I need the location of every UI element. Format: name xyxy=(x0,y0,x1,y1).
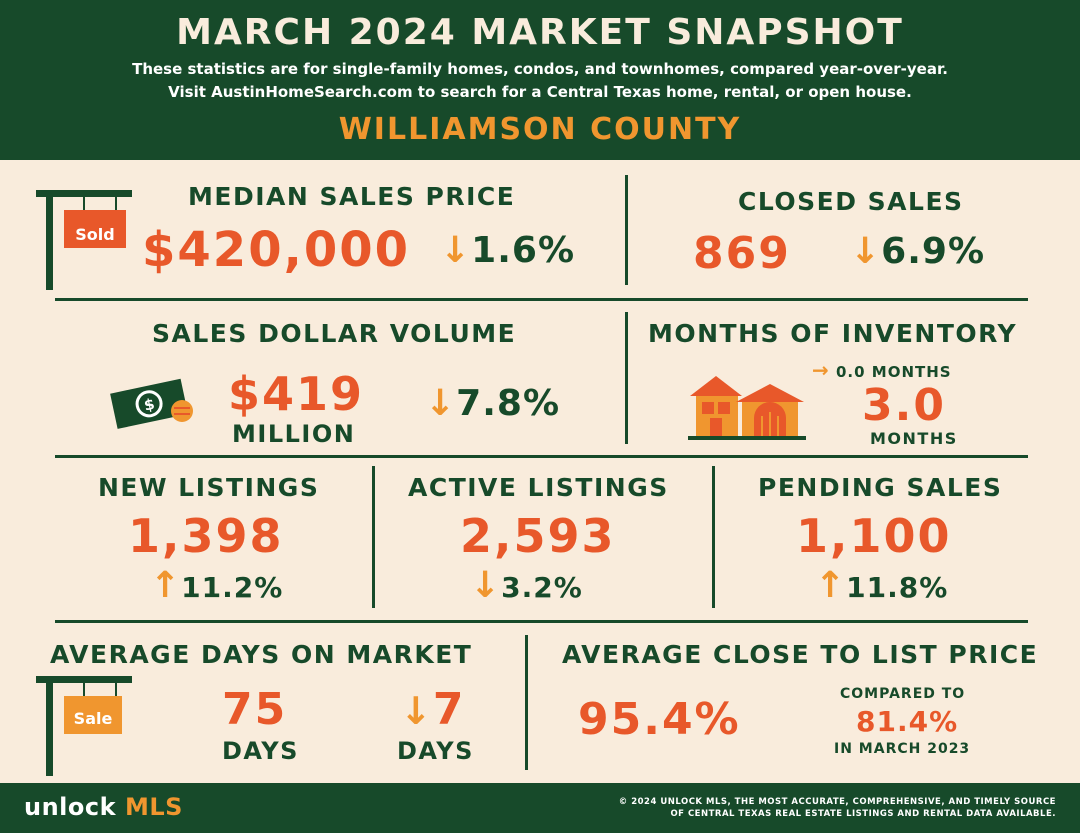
divider-col-inventory xyxy=(625,312,628,444)
median-sales-price-change-value: 1.6% xyxy=(471,230,576,271)
average-days-on-market-change-value: 7 xyxy=(432,684,465,735)
median-sales-price-value: $420,000 xyxy=(142,222,411,278)
median-sales-price-label: MEDIAN SALES PRICE xyxy=(188,182,516,211)
months-of-inventory-change: → 0.0 MONTHS xyxy=(812,358,952,382)
compared-to-label: COMPARED TO xyxy=(840,686,966,702)
closed-sales-change-value: 6.9% xyxy=(881,231,986,272)
closed-sales-label: CLOSED SALES xyxy=(738,187,964,216)
divider-row-3 xyxy=(55,620,1028,623)
subtitle-line-2: Visit AustinHomeSearch.com to search for… xyxy=(168,83,912,101)
compared-period-label: IN MARCH 2023 xyxy=(834,741,971,757)
months-of-inventory-unit: MONTHS xyxy=(870,429,958,448)
active-listings-label: ACTIVE LISTINGS xyxy=(408,473,669,502)
sales-dollar-volume-value: $419 xyxy=(228,367,365,421)
average-days-on-market-value: 75 xyxy=(222,684,288,735)
county-name: WILLIAMSON COUNTY xyxy=(338,112,742,147)
active-listings-value: 2,593 xyxy=(460,509,616,563)
header-banner: MARCH 2024 MARKET SNAPSHOT These statist… xyxy=(0,0,1080,160)
divider-col-new-active xyxy=(372,466,375,608)
closed-sales-change: ↓6.9% xyxy=(850,231,985,272)
right-arrow-icon: → xyxy=(812,358,830,382)
down-arrow-icon: ↓ xyxy=(400,689,433,733)
subtitle-line-1: These statistics are for single-family h… xyxy=(132,60,948,78)
months-of-inventory-change-value: 0.0 MONTHS xyxy=(836,363,952,381)
up-arrow-icon: ↑ xyxy=(815,565,847,606)
divider-row-1 xyxy=(55,298,1028,301)
sales-dollar-volume-change: ↓7.8% xyxy=(425,383,560,424)
unlock-mls-logo: unlock MLS xyxy=(24,793,183,821)
pending-sales-change: ↑11.8% xyxy=(815,565,948,606)
months-of-inventory-label: MONTHS OF INVENTORY xyxy=(648,319,1018,348)
up-arrow-icon: ↑ xyxy=(150,565,182,606)
new-listings-value: 1,398 xyxy=(128,509,284,563)
sales-dollar-volume-unit: MILLION xyxy=(232,420,356,448)
houses-icon xyxy=(688,376,806,440)
months-of-inventory-value: 3.0 xyxy=(862,380,946,431)
sale-sign-text: Sale xyxy=(73,709,113,728)
pending-sales-label: PENDING SALES xyxy=(758,473,1003,502)
sold-sign-text: Sold xyxy=(75,225,115,244)
sold-sign-icon xyxy=(36,190,132,290)
average-days-on-market-label: AVERAGE DAYS ON MARKET xyxy=(50,640,473,669)
copyright-line-1: © 2024 UNLOCK MLS, THE MOST ACCURATE, CO… xyxy=(618,797,1056,807)
average-close-to-list-value: 95.4% xyxy=(578,694,741,745)
average-close-to-list-label: AVERAGE CLOSE TO LIST PRICE xyxy=(562,640,1039,669)
logo-word: unlock xyxy=(24,793,117,821)
down-arrow-icon: ↓ xyxy=(470,565,502,606)
active-listings-change-value: 3.2% xyxy=(501,571,583,604)
compared-value: 81.4% xyxy=(856,705,959,738)
average-days-on-market-change: ↓7 xyxy=(400,684,464,735)
sale-sign-icon xyxy=(36,676,132,776)
footer-bar: unlock MLS © 2024 UNLOCK MLS, THE MOST A… xyxy=(0,783,1080,833)
closed-sales-value: 869 xyxy=(693,228,791,279)
page-title: MARCH 2024 MARKET SNAPSHOT xyxy=(176,12,904,53)
logo-accent: MLS xyxy=(124,793,183,821)
sales-dollar-volume-label: SALES DOLLAR VOLUME xyxy=(152,319,517,348)
pending-sales-value: 1,100 xyxy=(796,509,952,563)
median-sales-price-change: ↓1.6% xyxy=(440,230,575,271)
active-listings-change: ↓3.2% xyxy=(470,565,583,606)
divider-col-top xyxy=(625,175,628,285)
down-arrow-icon: ↓ xyxy=(425,383,457,424)
new-listings-change: ↑11.2% xyxy=(150,565,283,606)
new-listings-change-value: 11.2% xyxy=(181,571,284,604)
down-arrow-icon: ↓ xyxy=(850,231,882,272)
copyright-line-2: OF CENTRAL TEXAS REAL ESTATE LISTINGS AN… xyxy=(670,809,1056,819)
divider-col-active-pending xyxy=(712,466,715,608)
sales-dollar-volume-change-value: 7.8% xyxy=(456,383,561,424)
copyright-text: © 2024 UNLOCK MLS, THE MOST ACCURATE, CO… xyxy=(586,796,1056,820)
average-days-on-market-unit: DAYS xyxy=(222,737,299,765)
pending-sales-change-value: 11.8% xyxy=(846,571,949,604)
divider-row-2 xyxy=(55,455,1028,458)
svg-text:$: $ xyxy=(142,395,156,415)
divider-col-bottom xyxy=(525,635,528,770)
average-days-on-market-change-unit: DAYS xyxy=(397,737,474,765)
new-listings-label: NEW LISTINGS xyxy=(98,473,320,502)
money-icon: $ xyxy=(110,378,193,429)
down-arrow-icon: ↓ xyxy=(440,230,472,271)
